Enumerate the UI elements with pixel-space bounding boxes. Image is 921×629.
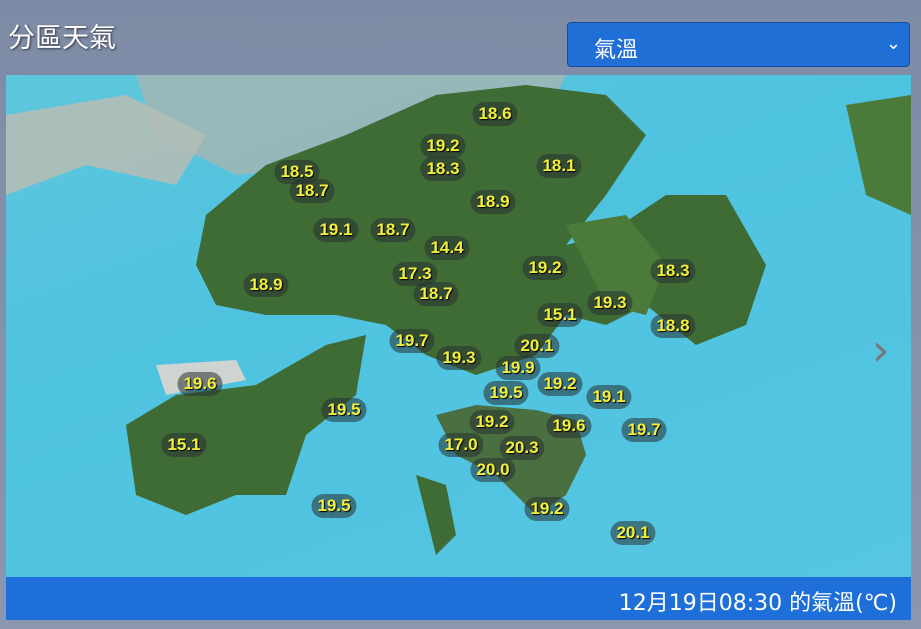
map-caption-bar: 12月19日08:30 的氣溫(℃) bbox=[6, 577, 911, 620]
temperature-label[interactable]: 19.7 bbox=[389, 329, 435, 353]
next-arrow-icon[interactable]: › bbox=[872, 325, 890, 376]
temperature-label[interactable]: 18.7 bbox=[370, 218, 416, 242]
temperature-label[interactable]: 17.3 bbox=[392, 262, 438, 286]
temperature-label[interactable]: 19.3 bbox=[436, 346, 482, 370]
temperature-label[interactable]: 19.2 bbox=[469, 410, 515, 434]
weather-element-select[interactable]: 氣溫 ⌄ bbox=[567, 22, 910, 67]
select-value: 氣溫 bbox=[594, 38, 639, 63]
temperature-label[interactable]: 19.2 bbox=[522, 256, 568, 280]
temperature-label[interactable]: 20.1 bbox=[514, 334, 560, 358]
temperature-label[interactable]: 18.6 bbox=[472, 102, 518, 126]
temperature-label[interactable]: 15.1 bbox=[161, 433, 207, 457]
temperature-label[interactable]: 19.2 bbox=[420, 134, 466, 158]
timestamp-caption: 12月19日08:30 的氣溫(℃) bbox=[618, 591, 897, 616]
land-west-urban bbox=[6, 95, 206, 195]
temperature-label[interactable]: 19.3 bbox=[587, 291, 633, 315]
temperature-label[interactable]: 19.6 bbox=[546, 414, 592, 438]
temperature-label[interactable]: 18.9 bbox=[243, 273, 289, 297]
temperature-map: 18.6 19.2 18.3 18.1 18.5 18.7 18.9 19.1 18.7 14.4… bbox=[6, 75, 911, 577]
temperature-label[interactable]: 19.5 bbox=[321, 398, 367, 422]
temperature-label[interactable]: 18.3 bbox=[650, 259, 696, 283]
temperature-label[interactable]: 19.5 bbox=[311, 494, 357, 518]
temperature-label[interactable]: 14.4 bbox=[424, 236, 470, 260]
temperature-label[interactable]: 18.7 bbox=[289, 179, 335, 203]
land-kowloon-east bbox=[566, 215, 666, 315]
temperature-label[interactable]: 19.6 bbox=[177, 372, 223, 396]
land-lamma bbox=[416, 475, 456, 555]
temperature-label[interactable]: 19.1 bbox=[586, 385, 632, 409]
temperature-label[interactable]: 20.3 bbox=[499, 436, 545, 460]
page-title: 分區天氣 bbox=[8, 23, 116, 54]
temperature-label[interactable]: 15.1 bbox=[537, 303, 583, 327]
land-northeast bbox=[846, 95, 911, 215]
temperature-label[interactable]: 18.3 bbox=[420, 157, 466, 181]
temperature-label[interactable]: 17.0 bbox=[438, 433, 484, 457]
land-lantau bbox=[126, 335, 366, 515]
temperature-label[interactable]: 19.9 bbox=[495, 356, 541, 380]
temperature-label[interactable]: 20.0 bbox=[470, 458, 516, 482]
temperature-label[interactable]: 19.5 bbox=[483, 381, 529, 405]
temperature-label[interactable]: 20.1 bbox=[610, 521, 656, 545]
temperature-label[interactable]: 19.2 bbox=[537, 372, 583, 396]
temperature-label[interactable]: 18.1 bbox=[536, 154, 582, 178]
temperature-label[interactable]: 19.7 bbox=[621, 418, 667, 442]
temperature-label[interactable]: 18.8 bbox=[650, 314, 696, 338]
temperature-label[interactable]: 18.9 bbox=[470, 190, 516, 214]
map-background bbox=[6, 75, 911, 555]
temperature-label[interactable]: 18.5 bbox=[274, 160, 320, 184]
temperature-label[interactable]: 19.2 bbox=[524, 497, 570, 521]
temperature-label[interactable]: 18.7 bbox=[413, 282, 459, 306]
chevron-down-icon: ⌄ bbox=[885, 33, 901, 54]
temperature-label[interactable]: 19.1 bbox=[313, 218, 359, 242]
